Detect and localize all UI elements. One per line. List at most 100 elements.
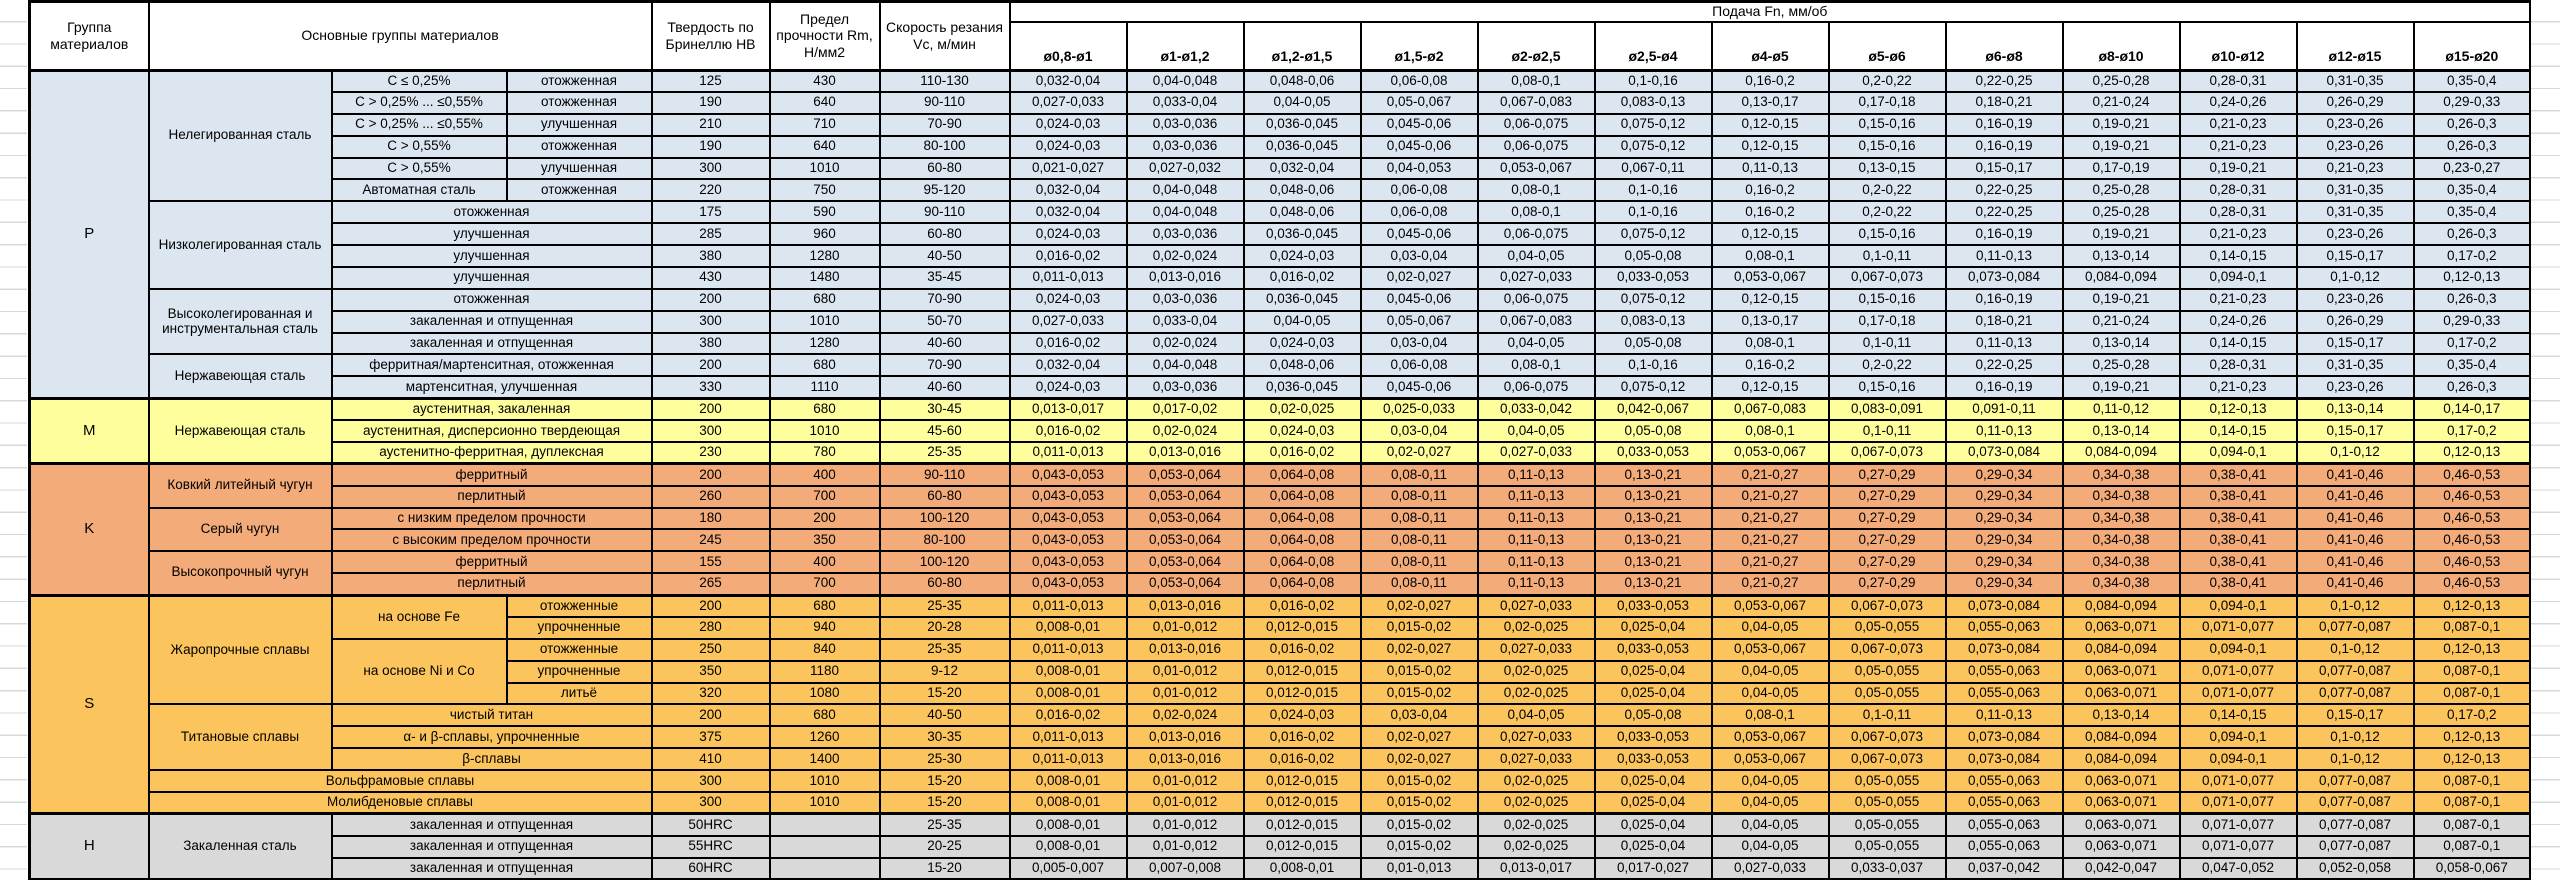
cell-feed-value[interactable]: 0,34-0,38 xyxy=(2061,506,2181,531)
cell-feed-value[interactable]: 0,38-0,41 xyxy=(2178,484,2298,509)
cell-feed-value[interactable]: 0,23-0,26 xyxy=(2295,112,2415,137)
cell-cutting-speed[interactable]: 70-90 xyxy=(878,287,1011,312)
cell-feed-value[interactable]: 0,027-0,033 xyxy=(1476,747,1596,771)
cell-feed-value[interactable]: 0,21-0,23 xyxy=(2178,112,2298,137)
cell-feed-value[interactable]: 0,067-0,073 xyxy=(1827,593,1947,618)
cell-feed-value[interactable]: 0,03-0,036 xyxy=(1125,222,1245,246)
cell-material[interactable]: Низколегированная сталь xyxy=(147,200,333,290)
cell-feed-value[interactable]: 0,13-0,14 xyxy=(2061,244,2181,268)
cell-feed-value[interactable]: 0,077-0,087 xyxy=(2295,615,2415,640)
cell-hardness[interactable]: 125 xyxy=(650,68,771,93)
cell-hardness[interactable]: 300 xyxy=(650,769,771,793)
header-cutting-speed[interactable]: Скорость резания Vc, м/мин xyxy=(878,0,1011,72)
cell-feed-value[interactable]: 0,087-0,1 xyxy=(2412,834,2532,859)
cell-feed-value[interactable]: 0,024-0,03 xyxy=(1008,222,1128,246)
cell-feed-value[interactable]: 0,053-0,067 xyxy=(1710,265,1830,290)
header-feed-diameter[interactable]: ø2-ø2,5 xyxy=(1476,20,1596,72)
cell-feed-value[interactable]: 0,067-0,11 xyxy=(1593,156,1713,181)
cell-cutting-speed[interactable]: 60-80 xyxy=(878,484,1011,509)
cell-feed-value[interactable]: 0,017-0,02 xyxy=(1125,396,1245,421)
cell-feed-value[interactable]: 0,13-0,21 xyxy=(1593,484,1713,509)
cell-feed-value[interactable]: 0,005-0,007 xyxy=(1008,856,1128,880)
cell-strength[interactable]: 1010 xyxy=(768,156,881,181)
cell-material[interactable]: Высокопрочный чугун xyxy=(147,550,333,596)
cell-feed-value[interactable]: 0,015-0,02 xyxy=(1359,615,1479,640)
cell-cutting-speed[interactable]: 80-100 xyxy=(878,134,1011,159)
cell-feed-value[interactable]: 0,11-0,12 xyxy=(2061,396,2181,421)
cell-feed-value[interactable]: 0,21-0,27 xyxy=(1710,484,1830,509)
cell-feed-value[interactable]: 0,16-0,2 xyxy=(1710,353,1830,378)
cell-material[interactable]: упрочненные xyxy=(505,659,653,684)
cell-cutting-speed[interactable]: 95-120 xyxy=(878,178,1011,203)
cell-material[interactable]: аустенитная, закаленная xyxy=(330,396,653,421)
cell-hardness[interactable]: 245 xyxy=(650,528,771,553)
cell-feed-value[interactable]: 0,28-0,31 xyxy=(2178,353,2298,378)
cell-feed-value[interactable]: 0,11-0,13 xyxy=(1476,506,1596,531)
cell-cutting-speed[interactable]: 100-120 xyxy=(878,506,1011,531)
cell-feed-value[interactable]: 0,16-0,19 xyxy=(1944,375,2064,400)
cell-feed-value[interactable]: 0,024-0,03 xyxy=(1242,703,1362,728)
cell-strength[interactable]: 1400 xyxy=(768,747,881,771)
cell-material[interactable]: C > 0,25% ... ≤0,55% xyxy=(330,112,508,137)
cell-feed-value[interactable]: 0,13-0,15 xyxy=(1827,156,1947,181)
cell-feed-value[interactable]: 0,14-0,15 xyxy=(2178,703,2298,728)
cell-feed-value[interactable]: 0,29-0,34 xyxy=(1944,528,2064,553)
cell-cutting-speed[interactable]: 70-90 xyxy=(878,112,1011,137)
cell-feed-value[interactable]: 0,27-0,29 xyxy=(1827,528,1947,553)
cell-strength[interactable]: 1260 xyxy=(768,725,881,750)
cell-strength[interactable]: 700 xyxy=(768,572,881,596)
cell-hardness[interactable]: 200 xyxy=(650,462,771,487)
cell-cutting-speed[interactable]: 100-120 xyxy=(878,550,1011,575)
cell-feed-value[interactable]: 0,16-0,19 xyxy=(1944,222,2064,246)
cell-cutting-speed[interactable]: 35-45 xyxy=(878,265,1011,290)
cell-feed-value[interactable]: 0,35-0,4 xyxy=(2412,68,2532,93)
cell-feed-value[interactable]: 0,17-0,2 xyxy=(2412,244,2532,268)
cell-feed-value[interactable]: 0,16-0,19 xyxy=(1944,134,2064,159)
cell-feed-value[interactable]: 0,13-0,17 xyxy=(1710,90,1830,115)
cell-feed-value[interactable]: 0,008-0,01 xyxy=(1008,790,1128,815)
cell-feed-value[interactable]: 0,23-0,27 xyxy=(2412,156,2532,181)
cell-feed-value[interactable]: 0,01-0,012 xyxy=(1125,681,1245,706)
cell-material[interactable]: C > 0,55% xyxy=(330,156,508,181)
cell-feed-value[interactable]: 0,18-0,21 xyxy=(1944,309,2064,334)
cell-feed-value[interactable]: 0,46-0,53 xyxy=(2412,550,2532,575)
cell-feed-value[interactable]: 0,011-0,013 xyxy=(1008,593,1128,618)
cell-feed-value[interactable]: 0,084-0,094 xyxy=(2061,265,2181,290)
cell-feed-value[interactable]: 0,06-0,08 xyxy=(1359,178,1479,203)
cell-feed-value[interactable]: 0,03-0,036 xyxy=(1125,287,1245,312)
cell-feed-value[interactable]: 0,21-0,23 xyxy=(2178,222,2298,246)
cell-feed-value[interactable]: 0,071-0,077 xyxy=(2178,615,2298,640)
header-main-material-groups[interactable]: Основные группы материалов xyxy=(147,0,653,72)
cell-feed-value[interactable]: 0,016-0,02 xyxy=(1242,637,1362,662)
cell-hardness[interactable]: 265 xyxy=(650,572,771,596)
cell-feed-value[interactable]: 0,077-0,087 xyxy=(2295,769,2415,793)
cell-feed-value[interactable]: 0,011-0,013 xyxy=(1008,265,1128,290)
cell-feed-value[interactable]: 0,053-0,067 xyxy=(1710,637,1830,662)
cell-feed-value[interactable]: 0,24-0,26 xyxy=(2178,309,2298,334)
cell-feed-value[interactable]: 0,23-0,26 xyxy=(2295,287,2415,312)
cell-feed-value[interactable]: 0,036-0,045 xyxy=(1242,112,1362,137)
cell-feed-value[interactable]: 0,015-0,02 xyxy=(1359,681,1479,706)
cell-feed-value[interactable]: 0,02-0,024 xyxy=(1125,331,1245,356)
cell-feed-value[interactable]: 0,16-0,2 xyxy=(1710,68,1830,93)
cell-feed-value[interactable]: 0,26-0,3 xyxy=(2412,375,2532,400)
cell-feed-value[interactable]: 0,064-0,08 xyxy=(1242,506,1362,531)
cell-feed-value[interactable]: 0,045-0,06 xyxy=(1359,222,1479,246)
cell-material[interactable]: Нержавеющая сталь xyxy=(147,396,333,465)
cell-feed-value[interactable]: 0,033-0,053 xyxy=(1593,265,1713,290)
cell-feed-value[interactable]: 0,46-0,53 xyxy=(2412,528,2532,553)
cell-material[interactable]: ферритный xyxy=(330,462,653,487)
cell-feed-value[interactable]: 0,15-0,16 xyxy=(1827,112,1947,137)
cell-feed-value[interactable]: 0,1-0,11 xyxy=(1827,244,1947,268)
cell-feed-value[interactable]: 0,03-0,036 xyxy=(1125,112,1245,137)
cell-feed-value[interactable]: 0,094-0,1 xyxy=(2178,440,2298,465)
cell-cutting-speed[interactable]: 90-110 xyxy=(878,200,1011,225)
cell-material[interactable]: с низким пределом прочности xyxy=(330,506,653,531)
cell-feed-value[interactable]: 0,27-0,29 xyxy=(1827,550,1947,575)
cell-feed-value[interactable]: 0,008-0,01 xyxy=(1242,856,1362,880)
cell-feed-value[interactable]: 0,015-0,02 xyxy=(1359,769,1479,793)
cell-feed-value[interactable]: 0,091-0,11 xyxy=(1944,396,2064,421)
cell-feed-value[interactable]: 0,1-0,11 xyxy=(1827,419,1947,443)
cell-feed-value[interactable]: 0,087-0,1 xyxy=(2412,681,2532,706)
cell-feed-value[interactable]: 0,06-0,075 xyxy=(1476,222,1596,246)
